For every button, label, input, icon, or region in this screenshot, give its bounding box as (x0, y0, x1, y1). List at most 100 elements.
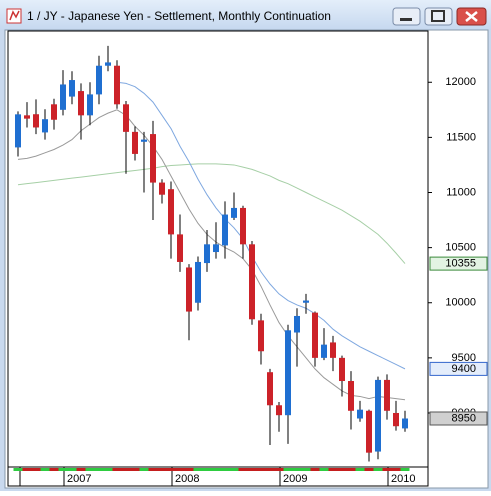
candle-body (276, 405, 282, 416)
candle-body (78, 91, 84, 116)
candle-body (312, 312, 318, 358)
month-strip (220, 468, 230, 471)
month-strip (355, 468, 365, 471)
candle-body (186, 267, 192, 312)
candle-body (267, 372, 273, 406)
x-tick-label: 2010 (391, 473, 415, 485)
x-tick-label: 2007 (67, 473, 91, 485)
month-strip (157, 468, 167, 471)
month-strip (58, 468, 68, 471)
candle-body (168, 189, 174, 235)
candle-body (393, 412, 399, 427)
month-strip (166, 468, 176, 471)
month-strip (238, 468, 248, 471)
average-line (116, 81, 406, 370)
month-strip (346, 468, 356, 471)
last-value-label: 9400 (452, 363, 476, 375)
candle-body (402, 418, 408, 429)
candle-body (321, 344, 327, 358)
month-strip (175, 468, 185, 471)
candle-body (231, 207, 237, 218)
average-line (17, 163, 406, 264)
candle-body (123, 104, 129, 132)
month-strip (211, 468, 221, 471)
candle-body (348, 381, 354, 411)
candle-body (258, 320, 264, 352)
month-strip (265, 468, 275, 471)
last-value-label: 8950 (452, 412, 476, 424)
candle-body (60, 84, 66, 110)
corner-box (7, 466, 21, 487)
maximize-icon (431, 10, 445, 22)
y-tick-label: 11000 (446, 186, 476, 198)
candle-body (141, 139, 147, 142)
candle-body (303, 300, 309, 303)
candle-body (222, 214, 228, 246)
last-value-box (429, 256, 488, 271)
candle-body (204, 244, 210, 264)
month-strip (76, 468, 86, 471)
month-strip (94, 468, 104, 471)
candle-body (249, 244, 255, 320)
month-strip (274, 468, 284, 471)
minimize-icon (400, 18, 412, 21)
month-strip (301, 468, 311, 471)
month-strip (121, 468, 131, 471)
month-strip (49, 468, 59, 471)
candle-body (132, 131, 138, 154)
candle-body (195, 261, 201, 303)
close-icon (465, 11, 478, 22)
month-strip (400, 468, 410, 471)
candle-body (357, 409, 363, 419)
month-strip (67, 468, 77, 471)
month-strip (391, 468, 401, 471)
last-value-label: 10355 (445, 258, 476, 270)
month-strip (148, 468, 158, 471)
month-strip (85, 468, 95, 471)
month-strip (337, 468, 347, 471)
candle-body (150, 134, 156, 183)
candle-body (339, 357, 345, 382)
month-strip (13, 468, 23, 471)
candle-body (51, 104, 57, 120)
month-strip (310, 468, 320, 471)
candle-body (96, 65, 102, 95)
month-strip (202, 468, 212, 471)
y-tick-label: 11500 (446, 131, 476, 143)
month-strip (31, 468, 41, 471)
month-strip (184, 468, 194, 471)
last-value-box (429, 361, 488, 376)
month-strip (112, 468, 122, 471)
month-strip (382, 468, 392, 471)
y-tick-label: 12000 (445, 76, 476, 88)
month-strip (319, 468, 329, 471)
candle-body (366, 410, 372, 453)
candle-body (375, 379, 381, 452)
month-strip (292, 468, 302, 471)
month-strip (283, 468, 293, 471)
candle-body (159, 182, 165, 195)
minimize-button[interactable] (392, 7, 421, 26)
y-tick-label: 9500 (452, 352, 476, 364)
month-strip (328, 468, 338, 471)
candle-body (15, 114, 21, 148)
month-strip (256, 468, 266, 471)
month-strip (364, 468, 374, 471)
y-tick-label: 10000 (445, 297, 476, 309)
last-value-box (429, 411, 488, 426)
month-strip (247, 468, 257, 471)
candle-body (213, 244, 219, 253)
month-strip (139, 468, 149, 471)
candle-body (42, 119, 48, 133)
x-tick-label: 2008 (175, 473, 199, 485)
candle-body (105, 62, 111, 66)
candle-body (240, 207, 246, 245)
candle-body (24, 115, 30, 119)
month-strip (103, 468, 113, 471)
average-line (17, 109, 406, 401)
candle-body (177, 234, 183, 262)
y-tick-label: 10500 (445, 242, 476, 254)
candle-body (69, 80, 75, 97)
candle-body (330, 342, 336, 358)
